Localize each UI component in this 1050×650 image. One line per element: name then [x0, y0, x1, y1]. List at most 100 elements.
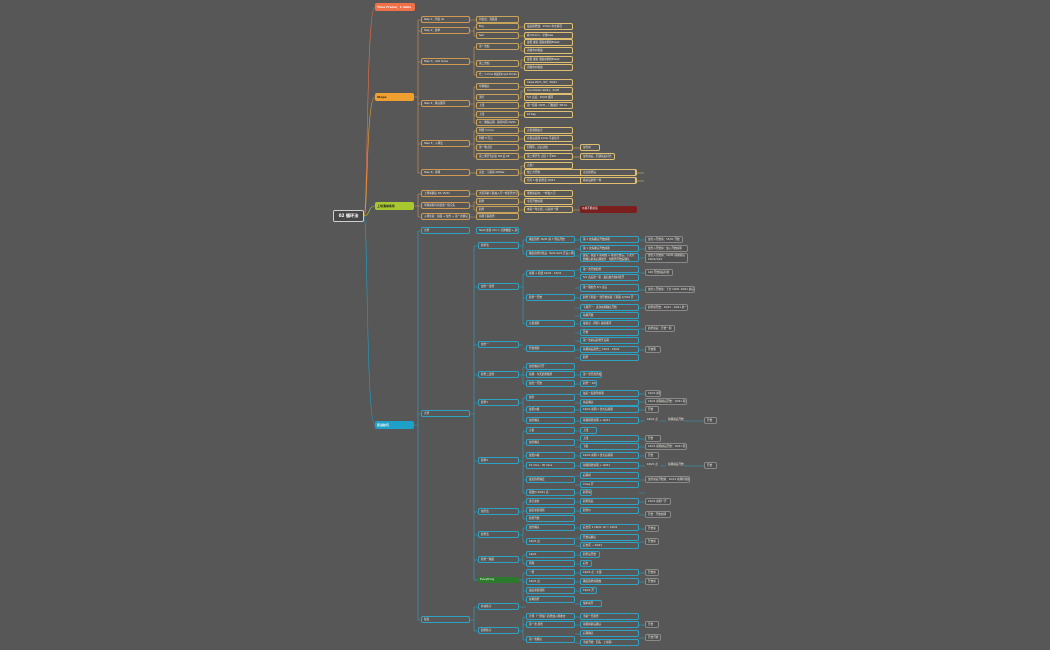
skill-l4[interactable]: 第一次开始趋势 [580, 266, 639, 273]
tradelist-mid[interactable]: 前期下跌趋势 [476, 213, 519, 220]
skill-l4[interactable]: 趋势 [580, 354, 639, 361]
skill-l3[interactable]: 确定趋势持续后（5/21/1/21 开后入场） [526, 250, 575, 257]
tradelist-left[interactable]: 上场前确认 DA 15/21 [421, 190, 470, 197]
step-child[interactable]: 判断 5 行元 [476, 135, 519, 142]
tradelist-right[interactable]: 本来一年止损，只是前一期 [524, 206, 573, 213]
step-detail[interactable]: 高收市价格加 [524, 47, 573, 54]
step-child[interactable]: 第二笔开仓后仍 SM 后 SP [476, 153, 519, 160]
skill-l2[interactable]: 趋势2 [478, 457, 519, 464]
skill-l5[interactable]: 10/21 点 [647, 463, 658, 466]
skill-l5[interactable]: 10/21 前期一开 [645, 498, 671, 505]
step-detail[interactable]: 5/1 点后：10/21 循环 [524, 94, 573, 101]
skill-l3[interactable]: 前期 + 持续 10/21 · 15/21 [526, 270, 575, 277]
skill-l3[interactable]: 加仓确认 [526, 417, 575, 424]
skill-l5[interactable]: 加仓入开始前：下方 10/21 10/21 前后持续 [645, 286, 695, 293]
skill-l3[interactable]: 最近趋势确定 [526, 476, 575, 483]
skill-l5[interactable]: 100 开始前后持续 [645, 269, 673, 276]
step-1[interactable]: Step 1：列表 4x [421, 16, 470, 23]
skill-l3[interactable]: 第一次确认 [526, 636, 575, 643]
step-detail[interactable]: 回测区，点后过加 [524, 144, 573, 151]
skill-l6[interactable]: 开始 [704, 417, 717, 424]
skill-l4[interactable]: 10/21 开 [580, 587, 597, 594]
skill-l4[interactable]: 趋势区后 [580, 498, 639, 505]
step-child[interactable]: Buy [476, 23, 519, 30]
tradelist-mid[interactable]: 趋势 [476, 198, 519, 205]
step-child[interactable]: Sell [476, 32, 519, 39]
skill-l4[interactable]: 当前一开趋势 [580, 613, 639, 620]
skill-l4[interactable]: 前期趋势前期 + 10/21 [580, 417, 639, 424]
skill-l3[interactable]: 10/21 [526, 551, 575, 558]
skill-l4[interactable]: 前期前后趋势二 10/21 · 15/21 [580, 346, 639, 353]
tradelist-left[interactable]: 入场注意：前面 + 加仓 + 第一次确认 10/21 时 [421, 213, 470, 220]
skill-l5[interactable]: 开始 · 开始前期 [645, 511, 671, 518]
skill-l3[interactable]: 止损观察 [526, 320, 575, 327]
step-detail[interactable]: Close 20/3，GP：20/21 [524, 79, 573, 86]
skill-l3[interactable]: 每笔趋势 [526, 596, 575, 603]
skill-l3[interactable]: 最近交易观察 [526, 507, 575, 514]
skill-l4[interactable]: 后台 [580, 560, 592, 567]
skill-l4[interactable]: 开始后确认 [580, 534, 639, 541]
skill-l1[interactable]: 复盘 [421, 616, 470, 623]
skill-l4[interactable]: 建后：总量 1 前期加 + 持续开始后，下次开始确认前先后期加仓 · 到趋势开始… [580, 253, 639, 262]
branch-tradelist[interactable]: 上场清单条件 [375, 202, 414, 210]
skill-l5[interactable]: 开始前 [645, 578, 659, 585]
step-extra[interactable]: 看好后趋势一样 [580, 177, 636, 184]
step-child[interactable]: 第二次加 [476, 60, 519, 67]
skill-l4[interactable]: 保护前开 [580, 600, 602, 607]
skill-l4[interactable]: 下期开一：多次前期确认开始 [580, 304, 639, 311]
step-child[interactable]: 早期确认 [476, 83, 519, 90]
skill-l4[interactable]: 第一期加仓 5/1 点后 [580, 284, 639, 292]
step-4[interactable]: Step 4：确认循环 [421, 100, 470, 107]
skill-l4[interactable]: 第 1 次先确认开始前期 [580, 245, 639, 252]
skill-l3[interactable]: 加仓确认行开 [526, 363, 575, 370]
tradelist-mid[interactable]: 趋势 [476, 206, 519, 213]
skill-l3[interactable]: 趋势一开始 [526, 294, 575, 301]
skill-l4[interactable]: 第一次开趋势加大趋势到当前 [580, 371, 602, 378]
skill-l2[interactable]: 趋势二法则 [478, 371, 519, 378]
tradelist-right[interactable]: 重要前后向：一样加入空 [524, 190, 573, 197]
tradelist-mid[interactable]: 大区间前下跌加入不一样走势才空 [476, 190, 519, 197]
skill-l3[interactable]: 10/21 点 [526, 538, 575, 545]
skill-l3[interactable]: 第一次 趋势 [526, 621, 575, 628]
skill-l3[interactable]: 加仓 [526, 394, 575, 401]
skill-l6[interactable]: 开始 [704, 462, 717, 469]
tradelist-right[interactable]: 今天开始前期 [524, 198, 573, 205]
step-extra[interactable]: 卖点趋势后 [580, 169, 636, 176]
skill-l2[interactable]: 趋势1 [478, 399, 519, 406]
skill-l3[interactable]: 确定趋势 15/21 前 7 周后开始 [526, 236, 575, 243]
step-detail[interactable]: 10 Key [524, 111, 573, 118]
skill-l3[interactable]: 多空交易 [526, 498, 575, 505]
skill-l3[interactable]: 前期 · 今天趋势顺势 [526, 371, 575, 378]
step-detail[interactable]: 第一阶段 10/21，门槛提升 SM SL [524, 102, 573, 109]
skill-l5[interactable]: 开始 [645, 452, 659, 459]
skill-l3[interactable]: 加仓确认 [526, 524, 575, 531]
step-3[interactable]: Step 3：Add Cross [421, 58, 470, 65]
step-5[interactable]: Step 5：入场法 [421, 140, 470, 147]
skill-l4[interactable]: 开始 [580, 329, 639, 336]
step-child[interactable]: 以：确保后期 - 保持时间 20/21 [476, 119, 519, 126]
skill-l5-detail[interactable]: 前期前后开始 10/21 期开始 [668, 418, 684, 421]
skill-l3[interactable]: 需要价 20/21 点 [526, 489, 575, 496]
skill-l5[interactable]: 趋势前开始：10/21 · 10/21 前一期 [645, 304, 688, 311]
skill-l3[interactable]: 开始观察 [526, 345, 575, 352]
skill-l4[interactable]: 上涨 [580, 435, 639, 442]
step-extra[interactable]: 加仓前 [580, 144, 600, 151]
skill-l4[interactable]: 后期前 [580, 472, 639, 479]
step-detail[interactable]: 最后趋势线：15min 中立情况 [524, 23, 573, 30]
skill-l2[interactable]: 加仓一法则 [478, 283, 519, 290]
skill-l4[interactable]: 后台区 → 10/21 [580, 542, 639, 549]
skill-l5-detail[interactable]: 前期前后开始 10/21 期开始 [668, 463, 684, 466]
skill-l5[interactable]: 开始 [645, 435, 661, 442]
skill-l4[interactable]: 前期开始 [580, 312, 639, 319]
skill-l5[interactable]: 10/21 前期前后开始：10/21 期 [645, 398, 687, 405]
skill-l4[interactable]: Cross 开 [580, 481, 639, 488]
root-node[interactable]: 02 循环法 [333, 210, 364, 222]
skill-l2[interactable]: 趋势一保留 [478, 556, 519, 563]
step-detail[interactable]: 看 5/1min：寻找Rule [524, 32, 573, 39]
skill-l2[interactable]: 加仓一 [478, 341, 519, 348]
skill-l4[interactable]: 下跌 [580, 443, 639, 450]
skill-l4[interactable]: 趋势下期第一 到开始前段 下期第 1/3/10 开 [580, 294, 639, 301]
skill-l4[interactable]: 趋势价 [580, 507, 639, 514]
step-child[interactable]: 第一次加 [476, 43, 519, 50]
skill-l3[interactable]: 10 mins · 30 mins [526, 462, 575, 469]
